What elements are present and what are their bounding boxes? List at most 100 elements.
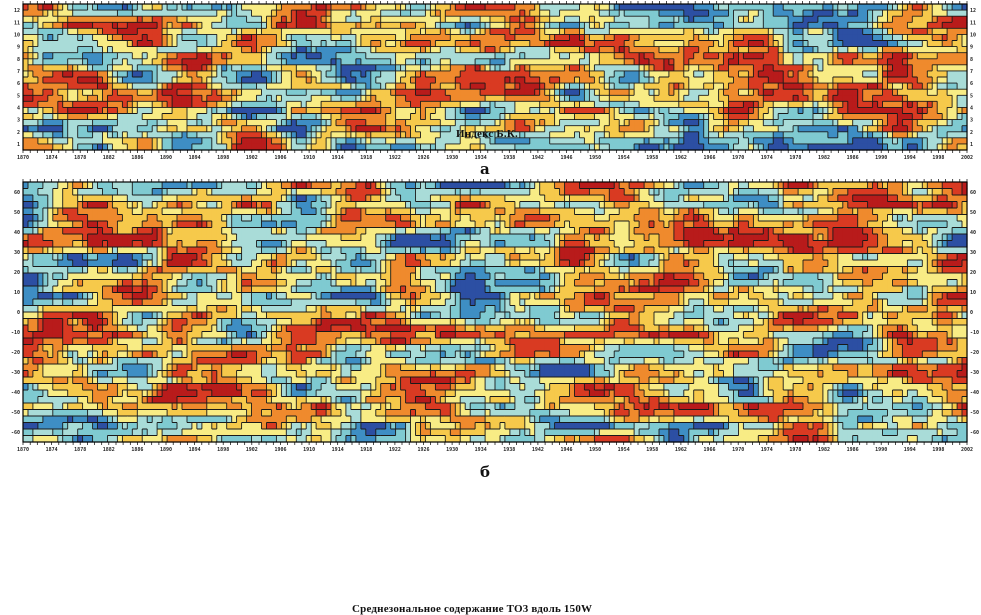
heatmap-cell	[181, 119, 188, 127]
heatmap-cell	[619, 107, 625, 115]
heatmap-cell	[186, 95, 193, 102]
heatmap-cell	[803, 143, 809, 151]
heatmap-cell	[142, 95, 148, 102]
heatmap-cell	[365, 16, 372, 23]
heatmap-cell	[470, 143, 476, 151]
x-tick-label: 1914	[332, 155, 344, 161]
tick-path	[22, 1, 968, 153]
heatmap-cell	[887, 182, 894, 190]
heatmap-cell	[326, 95, 332, 102]
heatmap-cell	[400, 113, 407, 121]
heatmap-cell	[743, 28, 749, 36]
heatmap-cell	[738, 188, 745, 196]
heatmap-cell	[554, 89, 561, 96]
heatmap-cell	[410, 188, 417, 196]
heatmap-cell	[673, 28, 680, 36]
heatmap-cell	[490, 95, 496, 102]
heatmap-cell	[683, 22, 690, 29]
heatmap-cell	[952, 34, 958, 42]
heatmap-cell	[177, 125, 183, 133]
heatmap-cell	[653, 22, 660, 29]
heatmap-cell	[375, 64, 382, 72]
heatmap-cell	[380, 131, 387, 139]
heatmap-cell	[281, 22, 287, 29]
heatmap-cell	[261, 137, 268, 145]
heatmap-cell	[629, 83, 635, 90]
heatmap-cell	[271, 137, 277, 145]
heatmap-cell	[594, 143, 600, 151]
heatmap-cell	[152, 46, 158, 54]
heatmap-cell	[306, 125, 312, 133]
heatmap-cell	[723, 46, 730, 54]
heatmap-cell	[559, 83, 566, 90]
heatmap-cell	[569, 107, 576, 115]
heatmap-cell	[375, 70, 382, 78]
heatmap-cell	[768, 34, 774, 42]
heatmap-cell	[753, 182, 759, 190]
heatmap-cell	[480, 28, 486, 36]
heatmap-cell	[698, 95, 705, 102]
heatmap-cell	[400, 182, 407, 190]
heatmap-cell	[877, 137, 884, 145]
heatmap-cell	[927, 143, 933, 151]
heatmap-cell	[798, 77, 804, 84]
heatmap-cell	[564, 83, 571, 90]
heatmap-cell	[639, 58, 645, 66]
heatmap-cell	[619, 58, 625, 66]
heatmap-cell	[326, 137, 332, 145]
heatmap-cell	[519, 125, 526, 133]
heatmap-cell	[345, 188, 352, 196]
heatmap-cell	[703, 182, 710, 190]
heatmap-cell	[594, 58, 600, 66]
heatmap-cell	[152, 16, 158, 23]
heatmap-cell	[907, 46, 913, 54]
heatmap-cell	[211, 10, 218, 17]
heatmap-cell	[927, 125, 933, 133]
heatmap-cell	[47, 28, 54, 36]
heatmap-cell	[425, 188, 432, 196]
heatmap-cell	[703, 4, 710, 11]
heatmap-cell	[271, 119, 277, 127]
heatmap-cell	[395, 58, 402, 66]
heatmap-cell	[385, 137, 392, 145]
heatmap-cell	[216, 64, 223, 72]
heatmap-cell	[678, 143, 685, 151]
heatmap-cell	[415, 10, 422, 17]
heatmap-cell	[47, 143, 54, 151]
heatmap-cell	[281, 28, 287, 36]
heatmap-cell	[340, 16, 347, 23]
heatmap-cell	[370, 101, 377, 109]
heatmap-cell	[360, 182, 367, 190]
heatmap-cell	[281, 10, 287, 17]
heatmap-cell	[778, 77, 784, 84]
heatmap-cell	[758, 16, 764, 23]
heatmap-cell	[658, 22, 665, 29]
heatmap-cell	[42, 89, 49, 96]
heatmap-cell	[827, 188, 834, 196]
heatmap-cell	[415, 137, 422, 145]
heatmap-cell	[62, 16, 69, 23]
heatmap-cell	[713, 143, 720, 151]
heatmap-cell	[962, 77, 968, 84]
heatmap-cell	[942, 101, 948, 109]
heatmap-cell	[653, 83, 660, 90]
heatmap-cell	[673, 64, 680, 72]
heatmap-cell	[649, 46, 655, 54]
heatmap-cell	[455, 52, 461, 60]
heatmap-cell	[882, 64, 889, 72]
heatmap-cell	[380, 28, 387, 36]
heatmap-cell	[937, 95, 943, 102]
heatmap-cell	[693, 101, 700, 109]
heatmap-cell	[783, 46, 789, 54]
heatmap-cell	[534, 70, 541, 78]
heatmap-cell	[281, 95, 287, 102]
heatmap-cell	[142, 143, 148, 151]
heatmap-cell	[753, 188, 759, 196]
heatmap-cell	[529, 119, 536, 127]
heatmap-cell	[32, 182, 39, 190]
heatmap-cell	[281, 107, 287, 115]
heatmap-cell	[370, 182, 377, 190]
heatmap-cell	[932, 182, 938, 190]
heatmap-cell	[326, 58, 332, 66]
heatmap-cell	[743, 95, 749, 102]
